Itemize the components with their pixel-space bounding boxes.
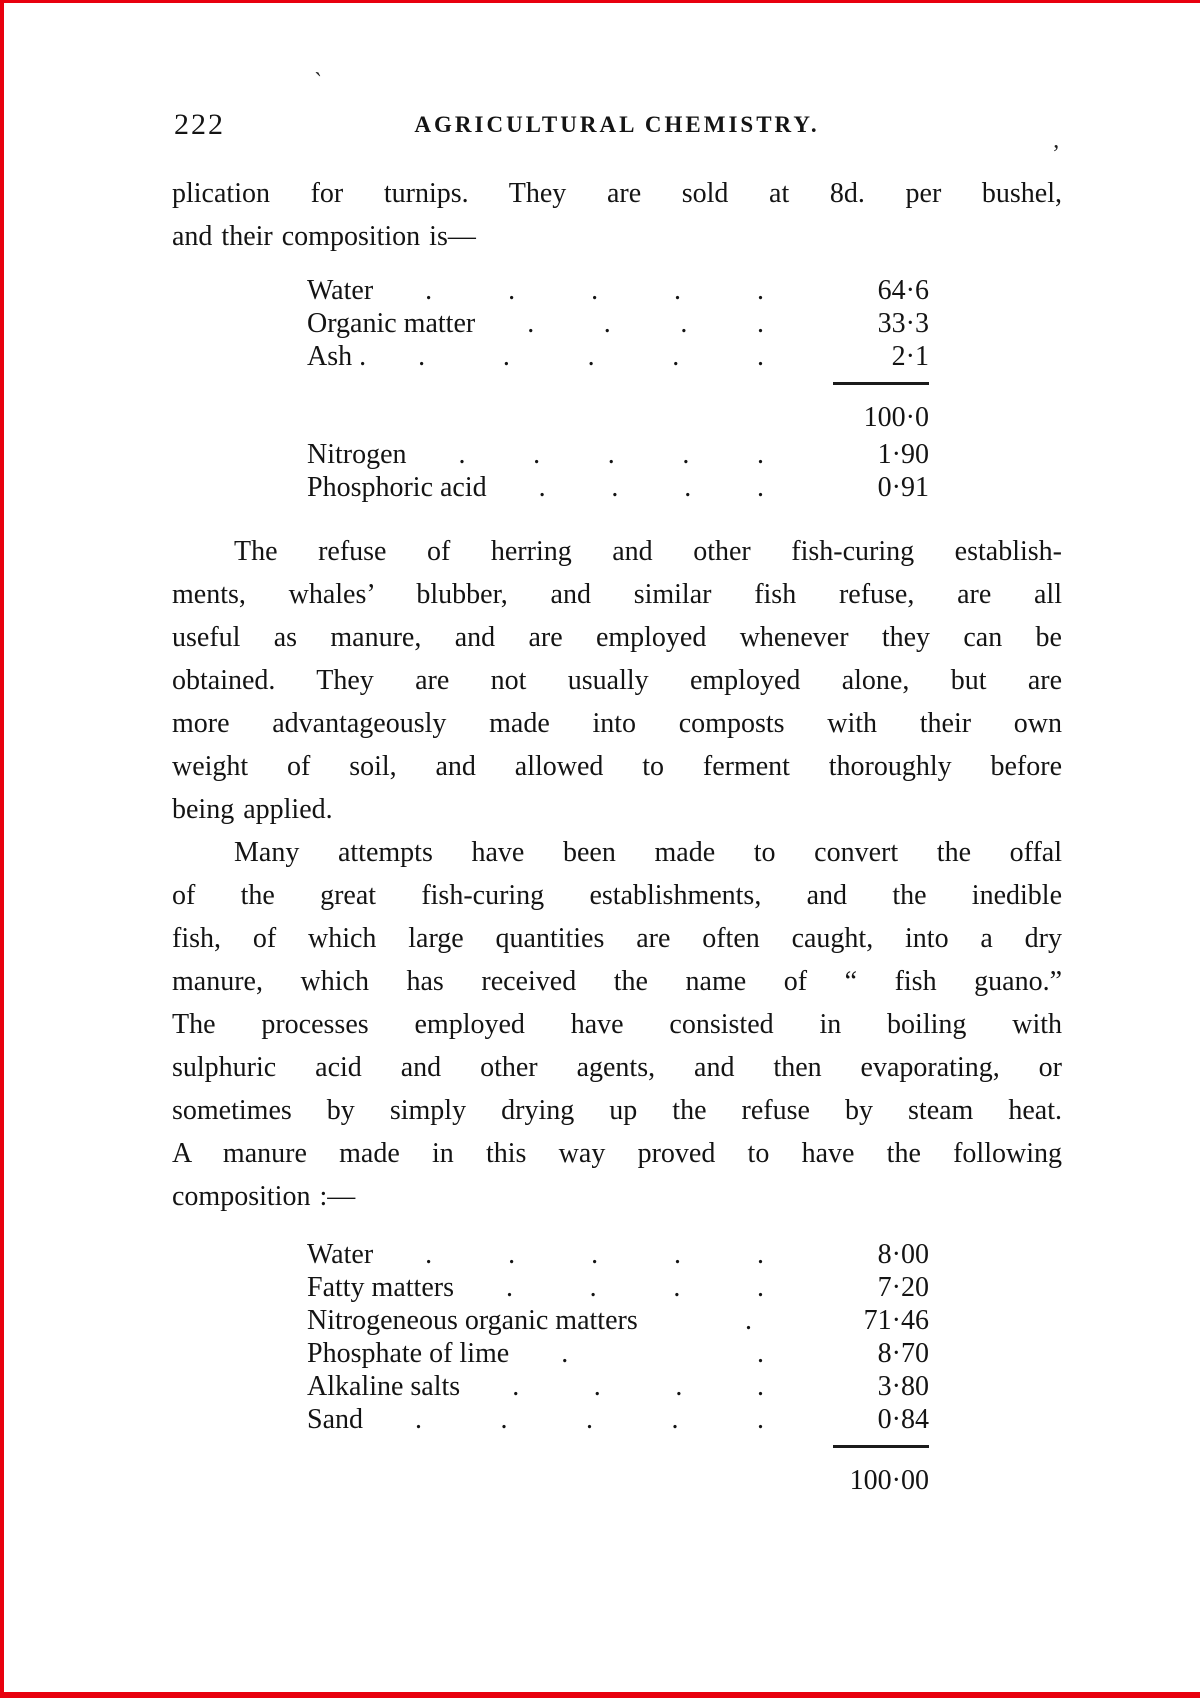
table-row: Nitrogen . . . . . 1·90 [307, 438, 929, 471]
text-line: more advantageously made into composts w… [172, 708, 1062, 739]
scan-edge-bottom [0, 1692, 1200, 1698]
row-label: Water [307, 1239, 374, 1270]
dot-leader: . . . . [512, 1371, 765, 1402]
text-line: fish, of which large quantities are ofte… [172, 923, 1062, 954]
intro-paragraph: plication for turnips. They are sold at … [172, 172, 1062, 258]
dot-leader: . . . . . [425, 1239, 765, 1270]
row-label: Sand [307, 1404, 363, 1435]
dot-leader: . . . . . [458, 439, 765, 470]
row-value: 7·20 [877, 1272, 929, 1303]
text-line: A manure made in this way proved to have… [172, 1138, 1062, 1169]
table-total-row: 100·00 [307, 1464, 929, 1497]
sum-rule [307, 382, 929, 385]
text-line: sulphuric acid and other agents, and the… [172, 1052, 1062, 1083]
text-line: weight of soil, and allowed to ferment t… [172, 751, 1062, 782]
page-header: 222 AGRICULTURAL CHEMISTRY. [172, 108, 1062, 144]
table-row: Water . . . . . 8·00 [307, 1238, 929, 1271]
composition-table-turnip-manure: Water . . . . . 64·6 Organic matter . . … [307, 274, 929, 504]
total-value: 100·00 [849, 1465, 929, 1496]
text-line: composition :— [172, 1181, 356, 1212]
page-number: 222 [174, 108, 225, 141]
sum-rule [307, 1445, 929, 1448]
row-value: 71·46 [863, 1305, 929, 1336]
composition-table-fish-guano: Water . . . . . 8·00 Fatty matters . . .… [307, 1238, 929, 1497]
row-label: Nitrogen [307, 439, 407, 470]
text-line: plication for turnips. They are sold at … [172, 178, 1062, 209]
row-label: Phosphoric acid [307, 472, 487, 503]
scan-speck: ʼ [1052, 141, 1060, 167]
table-row: Nitrogeneous organic matters . 71·46 [307, 1304, 929, 1337]
scan-edge-left [0, 0, 4, 1698]
table-total-row: 100·0 [307, 401, 929, 434]
text-line: and their composition is— [172, 221, 476, 252]
dot-leader: . . . . [538, 472, 765, 503]
text-line: obtained. They are not usually employed … [172, 665, 1062, 696]
row-value: 3·80 [877, 1371, 929, 1402]
text-line: manure, which has received the name of “… [172, 966, 1062, 997]
text-line: The refuse of herring and other fish-cur… [234, 536, 1062, 567]
dot-leader: . . [561, 1338, 765, 1369]
running-title: AGRICULTURAL CHEMISTRY. [414, 112, 820, 137]
table-row: Phosphate of lime . . 8·70 [307, 1337, 929, 1370]
table-row: Alkaline salts . . . . 3·80 [307, 1370, 929, 1403]
dot-leader: . . . . [527, 308, 765, 339]
table-row: Organic matter . . . . 33·3 [307, 307, 929, 340]
row-value: 1·90 [877, 439, 929, 470]
text-line: useful as manure, and are employed whene… [172, 622, 1062, 653]
scan-speck: ` [311, 68, 323, 96]
dot-leader: . . . . . [415, 1404, 765, 1435]
dot-leader: . . . . . [425, 275, 765, 306]
row-label: Nitrogeneous organic matters [307, 1305, 638, 1336]
text-line: being applied. [172, 794, 333, 825]
row-label: Fatty matters [307, 1272, 454, 1303]
table-row: Ash . . . . . . 2·1 [307, 340, 929, 373]
table-row: Sand . . . . . 0·84 [307, 1403, 929, 1436]
scan-edge-top [0, 0, 1200, 3]
page-content: 222 AGRICULTURAL CHEMISTRY. plication fo… [172, 108, 1062, 1497]
row-value: 2·1 [891, 341, 929, 372]
paragraph-fish-guano: Many attempts have been made to convert … [172, 831, 1062, 1218]
table-row: Water . . . . . 64·6 [307, 274, 929, 307]
text-line: of the great fish-curing establishments,… [172, 880, 1062, 911]
text-line: Many attempts have been made to convert … [234, 837, 1062, 868]
total-value: 100·0 [863, 402, 929, 433]
table-row: Fatty matters . . . . 7·20 [307, 1271, 929, 1304]
dot-leader: . [745, 1305, 753, 1336]
text-line: ments, whales’ blubber, and similar fish… [172, 579, 1062, 610]
row-label: Phosphate of lime [307, 1338, 510, 1369]
row-value: 8·00 [877, 1239, 929, 1270]
row-value: 0·91 [877, 472, 929, 503]
dot-leader: . . . . . [418, 341, 765, 372]
row-value: 33·3 [877, 308, 929, 339]
row-value: 0·84 [877, 1404, 929, 1435]
row-label: Ash . [307, 341, 367, 372]
text-line: The processes employed have consisted in… [172, 1009, 1062, 1040]
row-label: Organic matter [307, 308, 476, 339]
row-value: 8·70 [877, 1338, 929, 1369]
text-line: sometimes by simply drying up the refuse… [172, 1095, 1062, 1126]
row-value: 64·6 [877, 275, 929, 306]
row-label: Water [307, 275, 374, 306]
paragraph-fish-refuse: The refuse of herring and other fish-cur… [172, 530, 1062, 831]
row-label: Alkaline salts [307, 1371, 461, 1402]
dot-leader: . . . . [505, 1272, 765, 1303]
table-row: Phosphoric acid . . . . 0·91 [307, 471, 929, 504]
